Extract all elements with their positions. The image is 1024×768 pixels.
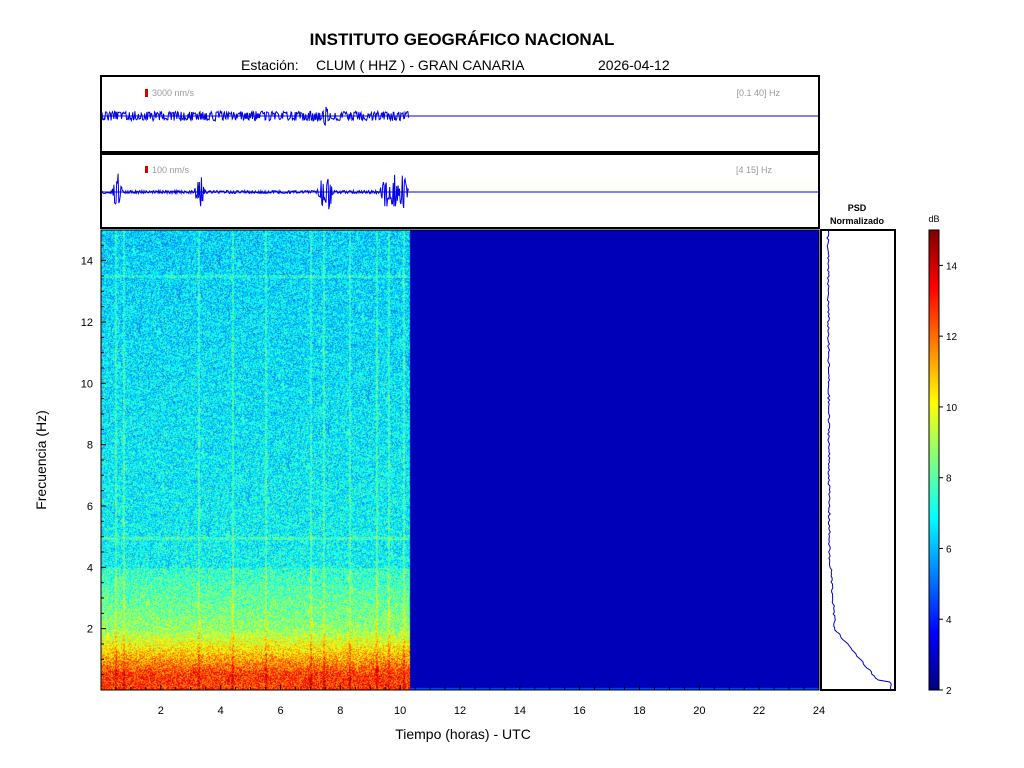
scale-bar-filtered bbox=[145, 166, 148, 173]
psd-title: PSD bbox=[848, 203, 867, 213]
x-tick-label: 4 bbox=[218, 705, 224, 717]
y-tick-label: 10 bbox=[81, 378, 93, 390]
colorbar-gradient bbox=[928, 229, 940, 691]
x-tick-label: 6 bbox=[277, 705, 283, 717]
spectrogram-image bbox=[101, 230, 819, 690]
psd-panel: PSD Normalizado bbox=[820, 203, 896, 691]
x-axis-ticks: 2 4 6 8 10 12 14 16 18 20 22 24 bbox=[100, 685, 825, 717]
station-label: CLUM ( HHZ ) - GRAN CANARIA bbox=[316, 57, 525, 73]
colorbar-tick-label: 2 bbox=[946, 686, 952, 697]
x-tick-label: 14 bbox=[514, 705, 526, 717]
y-tick-label: 8 bbox=[87, 440, 93, 452]
filter-label-broadband: [0.1 40] Hz bbox=[736, 88, 780, 98]
date-label: 2026-04-12 bbox=[598, 57, 670, 73]
scale-bar-broadband bbox=[145, 89, 148, 97]
waveform-trace-broadband bbox=[101, 106, 410, 127]
waveform-panel-filtered: 100 nm/s [4 15] Hz bbox=[100, 153, 820, 229]
psd-frame bbox=[820, 229, 896, 691]
filter-label-filtered: [4 15] Hz bbox=[736, 165, 773, 175]
x-tick-label: 10 bbox=[394, 705, 406, 717]
y-tick-label: 14 bbox=[81, 256, 93, 268]
colorbar: dB 2 4 6 8 10 12 14 bbox=[928, 214, 957, 697]
y-axis-ticks: 2 4 6 8 10 12 14 bbox=[81, 229, 106, 691]
x-tick-label: 20 bbox=[693, 705, 705, 717]
colorbar-tick-label: 10 bbox=[946, 403, 958, 414]
colorbar-ticks: 2 4 6 8 10 12 14 bbox=[939, 261, 958, 697]
x-tick-label: 24 bbox=[813, 705, 825, 717]
colorbar-tick-label: 8 bbox=[946, 474, 952, 485]
x-tick-label: 8 bbox=[337, 705, 343, 717]
x-tick-label: 2 bbox=[158, 705, 164, 717]
waveform-panel-broadband: 3000 nm/s [0.1 40] Hz bbox=[100, 75, 820, 153]
x-tick-label: 12 bbox=[454, 705, 466, 717]
x-tick-label: 16 bbox=[574, 705, 586, 717]
colorbar-tick-label: 12 bbox=[946, 332, 958, 343]
station-prefix: Estación: bbox=[241, 57, 299, 73]
colorbar-tick-label: 6 bbox=[946, 544, 952, 555]
y-axis-label: Frecuencia (Hz) bbox=[33, 410, 49, 510]
y-tick-label: 12 bbox=[81, 317, 93, 329]
x-tick-label: 22 bbox=[753, 705, 765, 717]
y-tick-label: 2 bbox=[87, 624, 93, 636]
psd-subtitle: Normalizado bbox=[830, 216, 885, 226]
x-axis-label: Tiempo (horas) - UTC bbox=[395, 726, 531, 742]
scale-label-broadband: 3000 nm/s bbox=[152, 88, 195, 98]
waveform-trace-filtered bbox=[101, 173, 410, 210]
y-tick-label: 6 bbox=[87, 501, 93, 513]
figure-title: INSTITUTO GEOGRÁFICO NACIONAL bbox=[310, 30, 615, 49]
waveform-panel-1-frame bbox=[100, 75, 820, 153]
colorbar-unit: dB bbox=[928, 214, 939, 224]
x-tick-label: 18 bbox=[633, 705, 645, 717]
colorbar-tick-label: 4 bbox=[946, 615, 952, 626]
scale-label-filtered: 100 nm/s bbox=[152, 165, 190, 175]
y-tick-label: 4 bbox=[87, 562, 93, 574]
colorbar-tick-label: 14 bbox=[946, 261, 958, 272]
psd-curve bbox=[826, 229, 892, 691]
